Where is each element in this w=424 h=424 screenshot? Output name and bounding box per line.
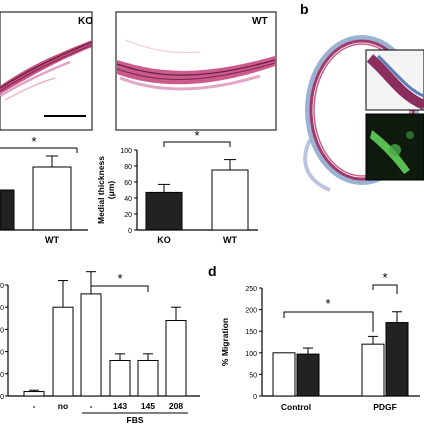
y-tick-label: 60 bbox=[124, 180, 132, 187]
x-tick-label: - bbox=[90, 401, 93, 411]
y-tick-label: 50 bbox=[249, 372, 257, 379]
vessel-wall-wt bbox=[117, 56, 275, 85]
sig-star: * bbox=[325, 296, 330, 311]
chart-medial-thickness: 0 20 40 60 80 100 Medial thickness(μm) KO WT * bbox=[96, 128, 258, 245]
bar bbox=[137, 359, 159, 397]
y-tick-label: 250 bbox=[245, 286, 257, 293]
sig-star: * bbox=[194, 128, 199, 143]
vessel-wall-ko bbox=[0, 40, 92, 94]
y-tick-label: 80 bbox=[124, 164, 132, 171]
chart-a-left: * WT bbox=[0, 134, 88, 245]
y-axis-label: % Migration bbox=[220, 318, 230, 366]
sig-bracket bbox=[90, 285, 149, 292]
y-tick-label: 000 bbox=[0, 327, 4, 334]
bar bbox=[165, 320, 187, 397]
ko-label: KO bbox=[78, 16, 93, 27]
sig-star: * bbox=[382, 270, 387, 285]
bar bbox=[109, 359, 131, 397]
x-tick-label: WT bbox=[223, 235, 237, 245]
xtick-wt: WT bbox=[45, 235, 59, 245]
bar-wt bbox=[32, 166, 72, 231]
y-tick-label: 0 bbox=[128, 228, 132, 235]
bar bbox=[296, 353, 320, 397]
y-tick-label: 100 bbox=[120, 148, 132, 155]
bar-wt bbox=[211, 169, 249, 231]
bar bbox=[23, 391, 45, 397]
bar bbox=[361, 343, 385, 397]
wt-label: WT bbox=[252, 16, 268, 27]
panel-b-label: b bbox=[300, 1, 309, 17]
sig-star: * bbox=[117, 271, 122, 286]
x-tick-label: - bbox=[33, 401, 36, 411]
panel-b: b bbox=[300, 1, 424, 192]
x-tick-label: 143 bbox=[113, 401, 127, 411]
y-tick-label: 0 bbox=[253, 394, 257, 401]
y-axis-label: Medial thickness(μm) bbox=[96, 156, 116, 224]
x-tick-label: no bbox=[58, 401, 68, 411]
y-tick-label: 000 bbox=[0, 305, 4, 312]
y-tick-label: 200 bbox=[245, 308, 257, 315]
x-tick-label: Control bbox=[281, 402, 311, 412]
sig-bracket bbox=[163, 141, 231, 147]
y-tick-label: 20 bbox=[124, 212, 132, 219]
bar bbox=[52, 306, 74, 397]
chart-fbs: 000 000 000 000 000 000 - no - 143 145 208 FBS * bbox=[0, 271, 200, 424]
x-tick-label: KO bbox=[157, 235, 171, 245]
group-label: FBS bbox=[127, 415, 144, 424]
bar bbox=[385, 322, 409, 397]
micrograph-ko: KO bbox=[0, 11, 93, 131]
bar bbox=[80, 293, 102, 397]
chart-migration: 0 50 100 150 200 250 % Migration Control PDGF * * bbox=[220, 270, 420, 412]
sig-bracket bbox=[283, 311, 374, 332]
y-tick-label: 100 bbox=[245, 351, 257, 358]
y-tick-label: 40 bbox=[124, 196, 132, 203]
y-tick-label: 150 bbox=[245, 329, 257, 336]
sig-bracket bbox=[372, 284, 398, 294]
y-tick-label: 000 bbox=[0, 394, 4, 401]
bar-ko-partial bbox=[0, 189, 15, 231]
y-tick-label: 000 bbox=[0, 283, 4, 290]
micrograph-wt: WT bbox=[115, 11, 277, 131]
x-tick-label: 208 bbox=[169, 401, 183, 411]
x-tick-label: 145 bbox=[141, 401, 155, 411]
x-tick-label: PDGF bbox=[373, 402, 397, 412]
panel-d-label: d bbox=[208, 263, 217, 279]
y-tick-label: 000 bbox=[0, 372, 4, 379]
bar-ko bbox=[145, 191, 183, 231]
y-tick-label: 000 bbox=[0, 350, 4, 357]
bar bbox=[272, 352, 296, 397]
sig-star: * bbox=[31, 134, 36, 149]
